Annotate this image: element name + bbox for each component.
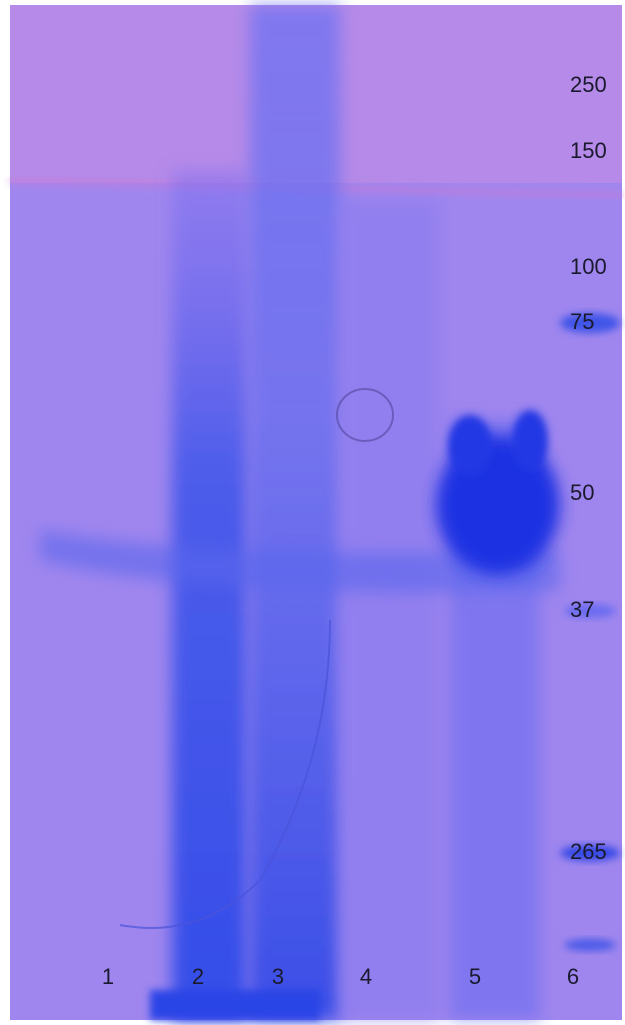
- lane-label: 5: [469, 964, 481, 989]
- marker-label: 50: [570, 480, 594, 505]
- lane-label: 6: [567, 964, 579, 989]
- marker-label: 37: [570, 597, 594, 622]
- marker-label: 250: [570, 72, 607, 97]
- marker-label: 75: [570, 309, 594, 334]
- lane-label: 4: [360, 964, 372, 989]
- marker-label: 265: [570, 839, 607, 864]
- marker-label: 150: [570, 138, 607, 163]
- marker-labels: 250 150 100 75 50 37 265: [570, 72, 607, 864]
- marker-label: 100: [570, 254, 607, 279]
- lane-labels: 1 2 3 4 5 6: [102, 964, 579, 989]
- lane-label: 3: [272, 964, 284, 989]
- gel: [9, 5, 623, 1020]
- lane-label: 1: [102, 964, 114, 989]
- lane-label: 2: [192, 964, 204, 989]
